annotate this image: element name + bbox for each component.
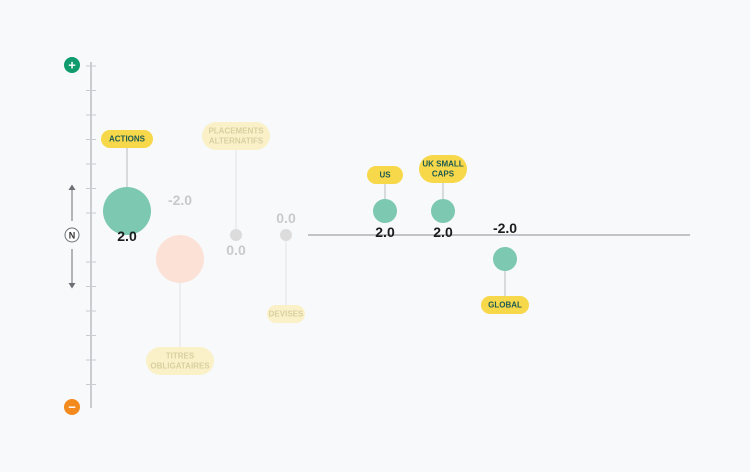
label-pill xyxy=(101,130,153,148)
label-pill xyxy=(202,122,270,150)
label-line: DEVISES xyxy=(269,310,304,319)
point-devises: DEVISES 0.0 xyxy=(267,210,305,323)
value-label: -2.0 xyxy=(493,220,517,236)
value-label: 0.0 xyxy=(226,242,246,258)
vertical-scale: + − N xyxy=(64,57,96,415)
label-pill xyxy=(481,296,529,314)
plus-icon-circle xyxy=(64,57,80,73)
bubble xyxy=(493,247,517,271)
bubble xyxy=(156,235,204,283)
label-line: TITRES xyxy=(166,352,195,361)
neutral-marker: N xyxy=(64,184,80,289)
minus-icon-glyph: − xyxy=(68,400,76,415)
minus-icon: − xyxy=(64,399,80,415)
label-line: ALTERNATIFS xyxy=(209,137,264,146)
value-label: -2.0 xyxy=(168,192,192,208)
bubble xyxy=(373,199,397,223)
plus-icon-glyph: + xyxy=(68,58,76,73)
label-pill xyxy=(267,305,305,323)
bubble xyxy=(280,229,292,241)
label-pill xyxy=(419,155,467,183)
value-label: 0.0 xyxy=(276,210,296,226)
label-pill xyxy=(367,166,403,184)
plus-icon: + xyxy=(64,57,80,73)
point-us: US 2.0 xyxy=(367,166,403,240)
label-line: US xyxy=(379,171,391,180)
label-pill xyxy=(146,347,214,375)
label-line: UK SMALL xyxy=(422,160,463,169)
point-global: GLOBAL -2.0 xyxy=(481,220,529,314)
neutral-circle xyxy=(64,227,80,243)
label-line: CAPS xyxy=(432,170,455,179)
bubble xyxy=(431,199,455,223)
value-label: 2.0 xyxy=(433,224,453,240)
down-arrow-icon xyxy=(68,283,76,289)
up-arrow-icon xyxy=(68,184,76,190)
label-line: ACTIONS xyxy=(109,135,146,144)
label-line: PLACEMENTS xyxy=(208,127,264,136)
bubble xyxy=(230,229,242,241)
point-actions: ACTIONS 2.0 xyxy=(101,130,153,244)
bubble xyxy=(103,187,151,235)
label-line: GLOBAL xyxy=(488,301,522,310)
label-line: OBLIGATAIRES xyxy=(150,362,210,371)
neutral-letter: N xyxy=(69,230,76,240)
value-label: 2.0 xyxy=(375,224,395,240)
value-label: 2.0 xyxy=(117,228,137,244)
minus-icon-circle xyxy=(64,399,80,415)
